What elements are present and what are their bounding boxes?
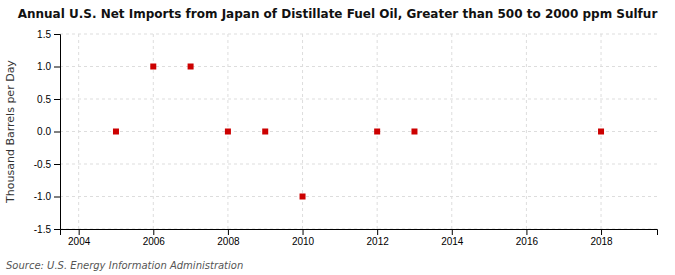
- x-tick: 2018: [590, 229, 613, 247]
- x-tick: 2012: [367, 229, 390, 247]
- point: [598, 129, 604, 135]
- y-tick: 1.5: [37, 29, 60, 40]
- y-axis-line: [54, 35, 61, 230]
- x-tick-mark: [153, 229, 154, 235]
- y-tick-label: -0.5: [34, 159, 52, 170]
- x-axis: 2004 2006 2008 2010 2012 2014 2016 2018: [61, 229, 658, 247]
- x-tick-label: 2016: [516, 236, 539, 247]
- y-tick-mark: [54, 229, 60, 230]
- grid-line: [302, 34, 303, 229]
- grid-line: [60, 164, 657, 165]
- y-tick-label: -1.5: [34, 224, 52, 235]
- x-tick-label: 2004: [68, 236, 91, 247]
- x-tick-mark: [601, 229, 602, 235]
- title: Annual U.S. Net Imports from Japan of Di…: [18, 7, 658, 21]
- x-tick: 2006: [143, 229, 166, 247]
- x-tick-mark: [303, 229, 304, 235]
- x-tick-mark: [228, 229, 229, 235]
- y-tick-mark: [54, 99, 60, 100]
- x-tick-mark: [452, 229, 453, 235]
- y-tick: -0.5: [34, 159, 60, 170]
- y-tick: 0.0: [37, 126, 60, 137]
- y-tick-mark: [54, 197, 60, 198]
- x-tick: 2016: [516, 229, 539, 247]
- y-tick: 0.5: [37, 94, 60, 105]
- x-tick: 2008: [217, 229, 240, 247]
- x-axis-line: [61, 230, 658, 236]
- x-tick-label: 2014: [441, 236, 464, 247]
- grid-line: [60, 66, 657, 67]
- x-tick: 2010: [292, 229, 315, 247]
- point: [300, 194, 306, 200]
- y-tick-label: 0.5: [37, 94, 51, 105]
- y-tick: -1.5: [34, 224, 60, 235]
- x-tick-mark: [526, 229, 527, 235]
- x-tick-mark: [377, 229, 378, 235]
- point: [188, 64, 194, 70]
- point: [411, 129, 417, 135]
- point: [113, 129, 119, 135]
- point: [150, 64, 156, 70]
- x-tick-label: 2012: [367, 236, 390, 247]
- y-tick-label: 1.5: [37, 29, 51, 40]
- grid-line: [60, 131, 657, 132]
- y-tick-mark: [54, 132, 60, 133]
- grid-line: [153, 34, 154, 229]
- y-tick-mark: [54, 34, 60, 35]
- grid-line: [78, 34, 79, 229]
- y-tick: 1.0: [37, 61, 60, 72]
- y-tick-mark: [54, 164, 60, 165]
- grid-line: [526, 34, 527, 229]
- point: [262, 129, 268, 135]
- grid-line: [60, 34, 657, 35]
- x-tick: 2014: [441, 229, 464, 247]
- x-tick-label: 2008: [217, 236, 240, 247]
- y-axis: -1.5 -1.0 -0.5 0.0 0.5 1.0 1.5: [34, 29, 61, 235]
- chart: Annual U.S. Net Imports from Japan of Di…: [0, 0, 675, 275]
- grid: [60, 34, 657, 229]
- y-axis-title: Thousand Barrels per Day: [4, 60, 17, 204]
- annotation: Source: U.S. Energy Information Administ…: [6, 260, 243, 271]
- points: [113, 64, 604, 200]
- y-tick-label: -1.0: [34, 191, 52, 202]
- x-tick-label: 2018: [590, 236, 613, 247]
- point: [225, 129, 231, 135]
- plot: 2004 2006 2008 2010 2012 2014 2016 2018 -1.5 -1.0…: [34, 29, 658, 247]
- y-tick-mark: [54, 67, 60, 68]
- grid-line: [60, 99, 657, 100]
- y-tick-label: 1.0: [37, 61, 51, 72]
- x-tick-mark: [79, 229, 80, 235]
- grid-line: [60, 196, 657, 197]
- x-tick: 2004: [68, 229, 91, 247]
- y-tick: -1.0: [34, 191, 60, 202]
- y-tick-label: 0.0: [37, 126, 51, 137]
- grid-line: [451, 34, 452, 229]
- x-tick-label: 2006: [143, 236, 166, 247]
- point: [374, 129, 380, 135]
- x-tick-label: 2010: [292, 236, 315, 247]
